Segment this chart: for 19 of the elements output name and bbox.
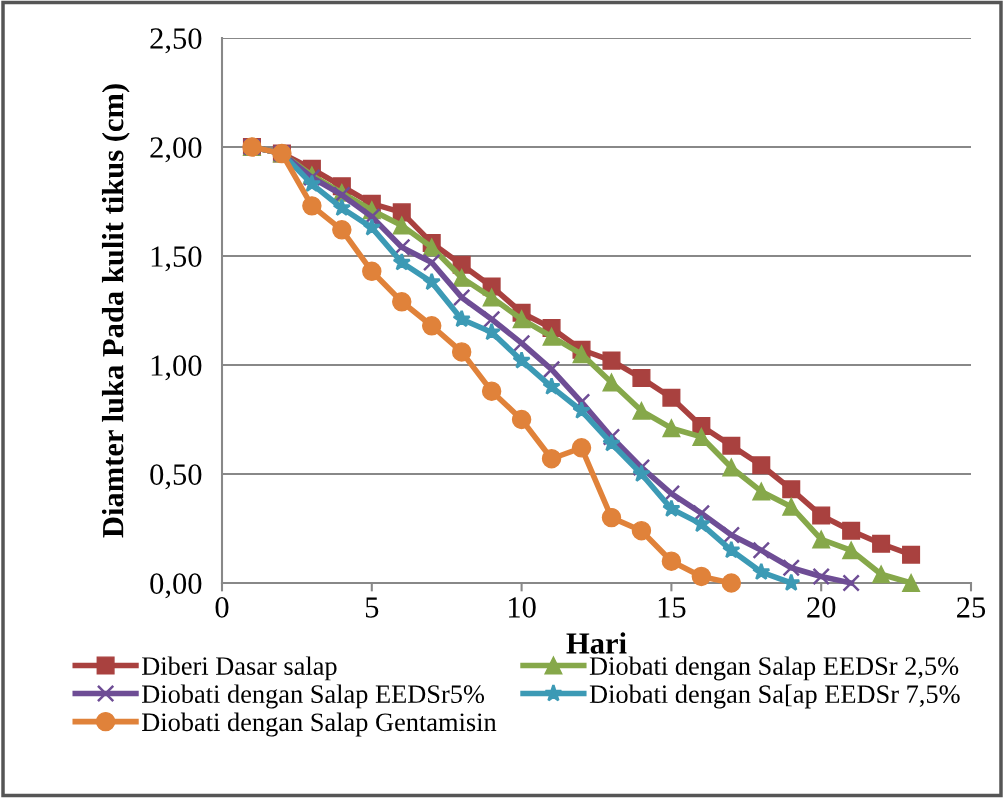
legend-label: Diobati dengan Salap EEDSr 2,5% <box>589 656 959 681</box>
x-tick-label: 20 <box>807 597 836 618</box>
y-tick-label: 0,00 <box>150 573 202 599</box>
x-tick-label: 10 <box>509 597 536 618</box>
y-tick-label: 2,00 <box>150 137 202 163</box>
legend-label: Diobati dengan Sa[ap EEDSr 7,5% <box>589 684 960 709</box>
y-tick-label: 2,50 <box>150 28 202 54</box>
y-tick-label: 0,50 <box>150 464 202 490</box>
x-tick-label: 5 <box>365 597 379 618</box>
legend-label: Diobati dengan Salap EEDSr5% <box>142 684 485 709</box>
legend-label: Diobati dengan Salap Gentamisin <box>142 712 497 737</box>
legend-label: Diberi Dasar salap <box>142 656 337 681</box>
x-tick-label: 25 <box>957 597 986 618</box>
y-axis-title: Diamter luka Pada kulit tikus (cm) <box>101 84 130 538</box>
y-tick-label: 1,50 <box>151 246 202 272</box>
x-tick-label: 15 <box>658 597 686 618</box>
x-tick-label: 0 <box>215 597 229 618</box>
x-axis-title: Hari <box>566 632 627 654</box>
y-tick-label: 1,00 <box>151 355 202 381</box>
